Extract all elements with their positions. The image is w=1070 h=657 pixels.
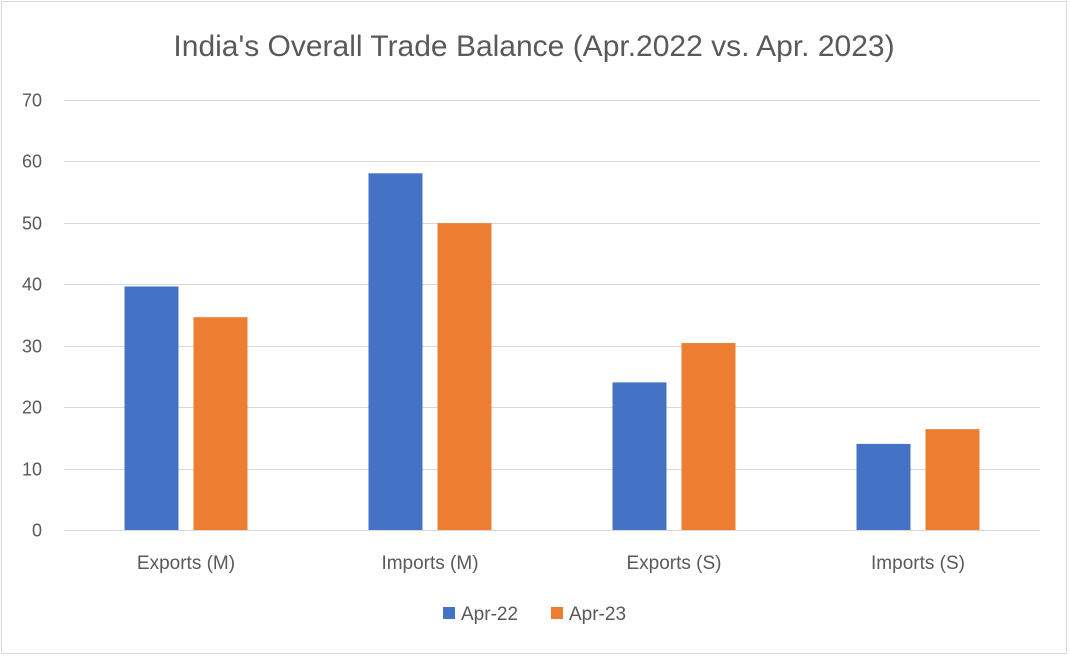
- bar-apr-23-4: [925, 429, 980, 530]
- bar-apr-22-4: [856, 443, 911, 530]
- x-category-label: Exports (M): [137, 553, 235, 574]
- x-category-label: Imports (S): [871, 553, 965, 574]
- x-category-label: Imports (M): [381, 553, 478, 574]
- y-tick-label: 0: [32, 521, 42, 541]
- y-tick-label: 30: [22, 337, 42, 357]
- bar-apr-23-1: [193, 317, 248, 530]
- x-category-label: Exports (S): [626, 553, 721, 574]
- y-tick-label: 70: [22, 91, 42, 111]
- y-tick-label: 50: [22, 214, 42, 234]
- y-tick-label: 60: [22, 152, 42, 172]
- chart-title: India's Overall Trade Balance (Apr.2022 …: [173, 30, 894, 63]
- y-tick-label: 20: [22, 398, 42, 418]
- bar-apr-23-2: [437, 223, 492, 531]
- y-axis: 0 10 20 30 40 50 60 70: [22, 91, 42, 541]
- legend: Apr-22 Apr-23: [443, 604, 626, 625]
- y-tick-label: 10: [22, 460, 42, 480]
- bar-apr-23-3: [681, 343, 736, 530]
- bar-apr-22-1: [124, 286, 179, 530]
- legend-label: Apr-23: [569, 604, 626, 625]
- y-tick-label: 40: [22, 275, 42, 295]
- x-axis: Exports (M) Imports (M) Exports (S) Imports…: [64, 530, 1040, 574]
- legend-swatch: [551, 607, 563, 619]
- bar-apr-22-3: [612, 382, 667, 530]
- bar-apr-22-2: [368, 173, 423, 531]
- legend-label: Apr-22: [461, 604, 518, 625]
- legend-swatch: [443, 607, 455, 619]
- bars: [124, 173, 980, 531]
